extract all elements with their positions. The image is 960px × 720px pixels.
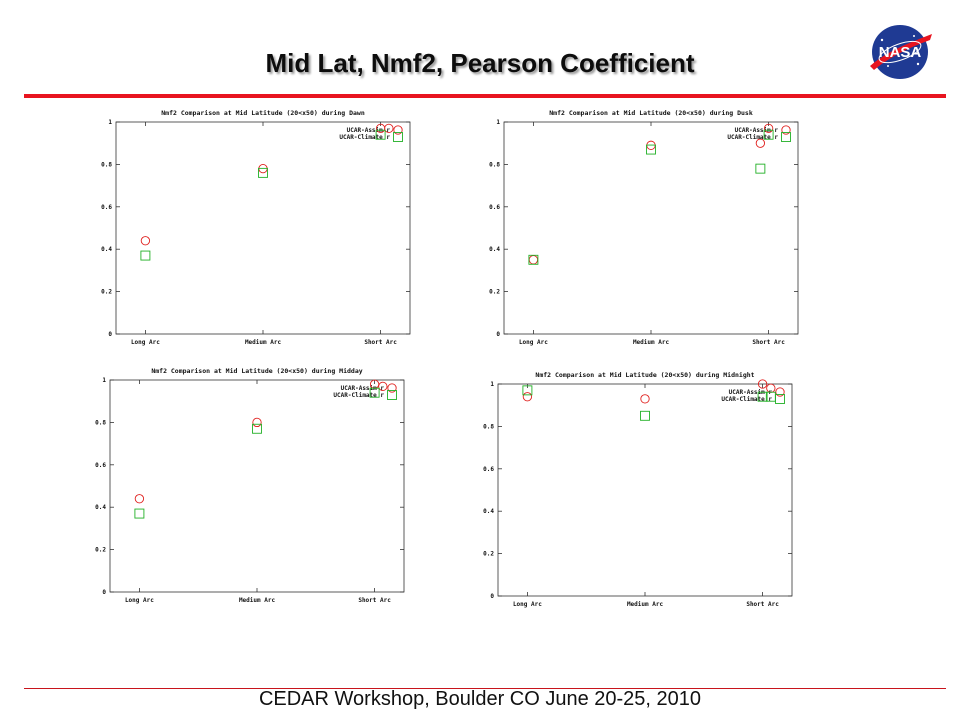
data-point-circle bbox=[140, 236, 151, 246]
nasa-logo: NASA bbox=[870, 25, 932, 79]
legend-label: UCAR-Climate r bbox=[339, 134, 390, 141]
data-point-circle bbox=[640, 394, 650, 404]
plot-dawn: Nmf2 Comparison at Mid Latitude (20<x50)… bbox=[92, 104, 432, 364]
legend-label: UCAR-Climate r bbox=[727, 134, 778, 141]
y-tick-label: 0.6 bbox=[95, 462, 106, 469]
x-tick-label: Long Arc bbox=[513, 601, 542, 608]
chart-title: Nmf2 Comparison at Mid Latitude (20<x50)… bbox=[161, 109, 365, 117]
x-tick-label: Long Arc bbox=[519, 339, 548, 346]
x-tick-label: Short Arc bbox=[752, 339, 785, 346]
data-point-circle bbox=[763, 123, 774, 134]
y-tick-label: 0.2 bbox=[101, 289, 112, 296]
y-tick-label: 0.6 bbox=[101, 204, 112, 211]
slide-title: Mid Lat, Nmf2, Pearson Coefficient bbox=[265, 48, 695, 78]
data-point-square bbox=[252, 423, 262, 434]
y-tick-label: 0.2 bbox=[489, 289, 500, 296]
data-point-square bbox=[522, 385, 533, 396]
legend-marker-circle bbox=[387, 383, 397, 393]
y-tick-label: 0.8 bbox=[101, 161, 112, 168]
plot-midday: Nmf2 Comparison at Mid Latitude (20<x50)… bbox=[86, 362, 426, 622]
plot-frame bbox=[497, 383, 793, 597]
data-point-square bbox=[375, 129, 386, 140]
y-tick-label: 0 bbox=[490, 593, 494, 600]
data-point-circle bbox=[755, 138, 766, 148]
y-tick-label: 0.4 bbox=[489, 246, 500, 253]
y-tick-label: 0.8 bbox=[95, 419, 106, 426]
x-tick-label: Medium Arc bbox=[245, 339, 282, 346]
chart-title: Nmf2 Comparison at Mid Latitude (20<x50)… bbox=[151, 367, 362, 375]
plot-frame bbox=[109, 379, 405, 593]
data-point-circle bbox=[378, 381, 388, 392]
legend-label: UCAR-Climate r bbox=[333, 392, 384, 399]
legend-marker-circle bbox=[393, 125, 403, 135]
legend-marker-square bbox=[781, 132, 791, 142]
chart-svg: Nmf2 Comparison at Mid Latitude (20<x50)… bbox=[95, 367, 405, 604]
x-tick-label: Medium Arc bbox=[633, 339, 670, 346]
legend-label: UCAR-Assim r bbox=[341, 385, 385, 392]
data-point-square bbox=[134, 508, 145, 519]
data-point-circle bbox=[134, 494, 145, 504]
data-point-circle bbox=[522, 392, 533, 402]
data-point-square bbox=[140, 250, 151, 261]
y-tick-label: 0.6 bbox=[489, 204, 500, 211]
y-tick-label: 0 bbox=[108, 331, 112, 338]
plot-dusk: Nmf2 Comparison at Mid Latitude (20<x50)… bbox=[480, 104, 820, 364]
y-tick-label: 0.8 bbox=[489, 161, 500, 168]
data-point-circle bbox=[528, 255, 539, 265]
nasa-logo-text: NASA bbox=[879, 44, 922, 61]
data-point-square bbox=[369, 387, 380, 398]
x-tick-label: Long Arc bbox=[131, 339, 160, 346]
legend-marker-square bbox=[393, 132, 403, 142]
x-tick-label: Medium Arc bbox=[627, 601, 664, 608]
data-point-square bbox=[757, 391, 768, 402]
y-tick-label: 0.8 bbox=[483, 423, 494, 430]
legend-label: UCAR-Climate r bbox=[721, 396, 772, 403]
legend-marker-square bbox=[387, 390, 397, 400]
data-point-circle bbox=[252, 417, 262, 428]
data-point-square bbox=[765, 391, 776, 402]
legend-label: UCAR-Assim r bbox=[347, 127, 391, 134]
x-tick-label: Long Arc bbox=[125, 597, 154, 604]
y-tick-label: 0.2 bbox=[483, 551, 494, 558]
x-tick-label: Medium Arc bbox=[239, 597, 276, 604]
y-tick-label: 1 bbox=[496, 119, 500, 126]
data-point-square bbox=[763, 129, 774, 140]
legend-label: UCAR-Assim r bbox=[729, 389, 773, 396]
legend-marker-circle bbox=[781, 125, 791, 135]
data-point-circle bbox=[384, 123, 394, 134]
chart-svg: Nmf2 Comparison at Mid Latitude (20<x50)… bbox=[101, 109, 411, 346]
y-tick-label: 1 bbox=[102, 377, 106, 384]
x-tick-label: Short Arc bbox=[364, 339, 397, 346]
y-tick-label: 0.2 bbox=[95, 547, 106, 554]
y-tick-label: 0.6 bbox=[483, 466, 494, 473]
footer-text: CEDAR Workshop, Boulder CO June 20-25, 2… bbox=[258, 688, 702, 710]
x-tick-label: Short Arc bbox=[746, 601, 779, 608]
legend-label: UCAR-Assim r bbox=[735, 127, 779, 134]
title-divider bbox=[24, 94, 946, 98]
y-tick-label: 0.4 bbox=[101, 246, 112, 253]
footer-divider bbox=[24, 688, 946, 689]
data-point-square bbox=[755, 163, 766, 174]
y-tick-label: 1 bbox=[108, 119, 112, 126]
y-tick-label: 0 bbox=[496, 331, 500, 338]
chart-svg: Nmf2 Comparison at Mid Latitude (20<x50)… bbox=[489, 109, 799, 346]
plot-midnight: Nmf2 Comparison at Mid Latitude (20<x50)… bbox=[474, 366, 814, 626]
data-point-square bbox=[646, 144, 656, 155]
nasa-logo-vector bbox=[870, 34, 932, 70]
x-tick-label: Short Arc bbox=[358, 597, 391, 604]
data-point-circle bbox=[757, 379, 768, 389]
chart-title: Nmf2 Comparison at Mid Latitude (20<x50)… bbox=[549, 109, 753, 117]
plot-frame bbox=[115, 121, 411, 335]
data-point-square bbox=[258, 167, 268, 178]
y-tick-label: 0.4 bbox=[483, 508, 494, 515]
y-tick-label: 0 bbox=[102, 589, 106, 596]
y-tick-label: 1 bbox=[490, 381, 494, 388]
data-point-square bbox=[528, 254, 539, 265]
y-tick-label: 0.4 bbox=[95, 504, 106, 511]
chart-svg: Nmf2 Comparison at Mid Latitude (20<x50)… bbox=[483, 371, 793, 608]
data-point-square bbox=[640, 410, 650, 421]
chart-title: Nmf2 Comparison at Mid Latitude (20<x50)… bbox=[535, 371, 754, 379]
legend-marker-circle bbox=[775, 387, 785, 397]
